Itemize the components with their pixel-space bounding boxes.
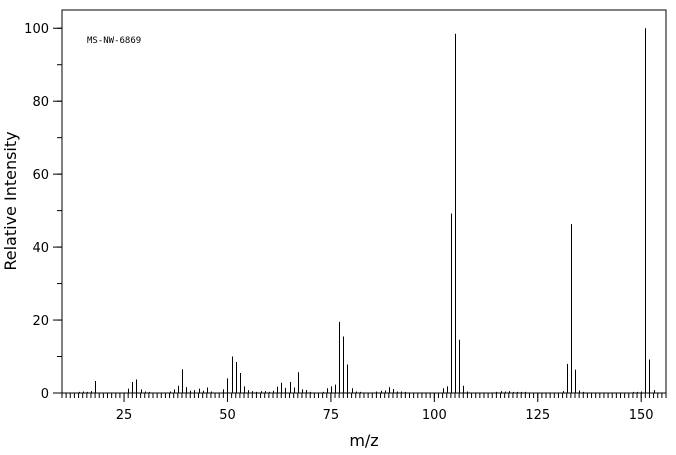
x-tick-label: 125 <box>525 408 550 423</box>
x-tick-label: 75 <box>323 408 340 423</box>
x-tick-label: 150 <box>629 408 654 423</box>
y-tick-label: 60 <box>32 168 49 183</box>
x-tick-label: 50 <box>219 408 236 423</box>
y-tick-label: 20 <box>32 314 49 329</box>
y-axis: 0 20 40 60 80 100 <box>24 22 62 402</box>
minor-ticks <box>61 393 667 398</box>
plot-frame <box>61 9 667 394</box>
y-tick-label: 40 <box>32 241 49 256</box>
y-tick-label: 0 <box>41 387 49 402</box>
y-axis-label: Relative Intensity <box>1 131 20 270</box>
peak-series <box>79 28 655 393</box>
x-axis: 25 50 75 100 125 150 <box>116 393 654 423</box>
x-axis-label: m/z <box>349 431 378 450</box>
y-tick-label: 100 <box>24 22 49 37</box>
x-tick-label: 100 <box>422 408 447 423</box>
x-tick-label: 25 <box>116 408 133 423</box>
spectrum-id-annotation: MS-NW-6869 <box>87 36 141 46</box>
y-tick-label: 80 <box>32 95 49 110</box>
